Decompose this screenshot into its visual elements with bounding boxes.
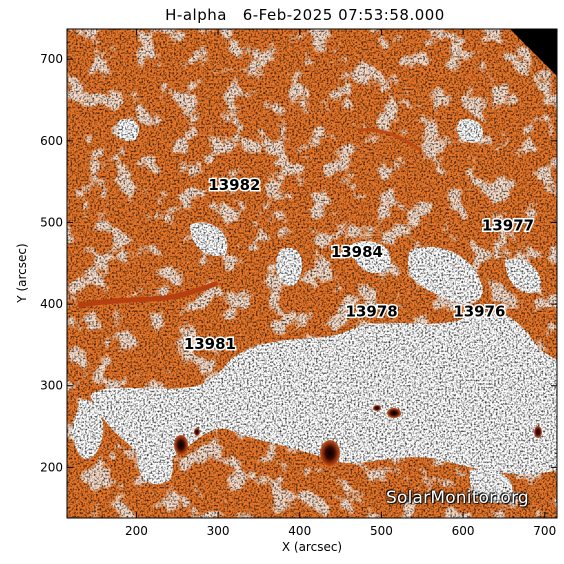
x-tick-label: 300 <box>207 524 230 538</box>
off-limb-corner <box>510 29 557 76</box>
sunspot <box>534 426 542 438</box>
filament-west <box>77 281 218 308</box>
active-region-label: 13978 <box>346 302 398 320</box>
solarmonitor-watermark: SolarMonitor.org <box>386 488 529 508</box>
y-tick-label: 300 <box>40 379 63 393</box>
plot-title: H-alpha 6-Feb-2025 07:53:58.000 <box>165 6 445 24</box>
map-image <box>67 29 557 518</box>
filaments <box>77 128 422 308</box>
active-region-label: 13977 <box>482 217 534 235</box>
y-axis-label: Y (arcsec) <box>15 243 29 303</box>
sunspot <box>194 428 200 436</box>
x-axis-label: X (arcsec) <box>281 540 343 554</box>
sunspot <box>373 405 381 411</box>
x-axis-ticks: 200 300 400 500 600 700 <box>125 29 556 538</box>
dark-fibril-layer <box>67 29 557 518</box>
y-tick-label: 500 <box>40 215 63 229</box>
x-tick-label: 500 <box>370 524 393 538</box>
plot-frame <box>66 28 558 519</box>
filament-north <box>358 128 422 152</box>
sunspot <box>387 408 401 418</box>
x-tick-label: 400 <box>288 524 311 538</box>
active-region-label: 13984 <box>331 243 383 261</box>
sunspot <box>320 440 340 466</box>
y-tick-label: 200 <box>40 460 63 474</box>
y-axis-ticks: 200 300 400 500 600 700 <box>40 52 557 474</box>
sunspot <box>174 435 188 455</box>
active-region-label: 13976 <box>453 302 505 320</box>
x-tick-label: 600 <box>452 524 475 538</box>
x-tick-label: 700 <box>533 524 556 538</box>
y-tick-label: 600 <box>40 134 63 148</box>
active-region-label: 13982 <box>208 176 260 194</box>
x-tick-label: 200 <box>125 524 148 538</box>
y-tick-label: 400 <box>40 297 63 311</box>
sunspots <box>174 405 542 466</box>
active-region-labels: 13982 13977 13984 13978 13976 13981 <box>182 174 535 354</box>
active-region-label: 13981 <box>184 335 236 353</box>
y-tick-label: 700 <box>40 52 63 66</box>
